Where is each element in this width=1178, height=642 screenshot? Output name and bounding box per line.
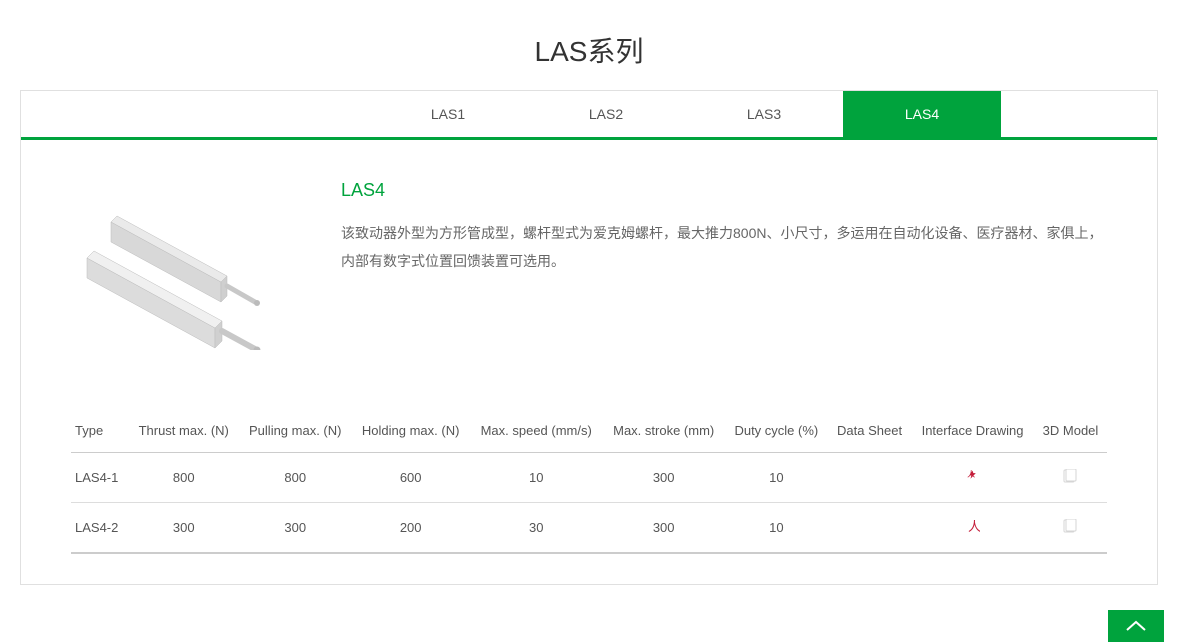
col-3dmodel: 3D Model xyxy=(1034,410,1107,453)
tab-las2[interactable]: LAS2 xyxy=(527,91,685,137)
col-drawing: Interface Drawing xyxy=(911,410,1034,453)
cell-speed: 10 xyxy=(470,453,603,503)
col-stroke: Max. stroke (mm) xyxy=(603,410,725,453)
tab-las3[interactable]: LAS3 xyxy=(685,91,843,137)
page-title: LAS系列 xyxy=(0,0,1178,90)
cell-stroke: 300 xyxy=(603,503,725,554)
cell-3dmodel xyxy=(1034,503,1107,554)
product-header: LAS4 该致动器外型为方形管成型，螺杆型式为爱克姆螺杆，最大推力800N、小尺… xyxy=(71,180,1107,360)
product-description: 该致动器外型为方形管成型，螺杆型式为爱克姆螺杆，最大推力800N、小尺寸，多运用… xyxy=(341,219,1107,275)
table-row: LAS4-2 300 300 200 30 300 10 人 xyxy=(71,503,1107,554)
pdf-icon[interactable]: 人 xyxy=(966,519,980,533)
model-icon[interactable] xyxy=(1063,519,1077,533)
cell-pulling: 800 xyxy=(239,453,352,503)
model-icon[interactable] xyxy=(1063,469,1077,483)
cell-3dmodel xyxy=(1034,453,1107,503)
cell-duty: 10 xyxy=(725,503,828,554)
col-holding: Holding max. (N) xyxy=(352,410,470,453)
cell-thrust: 800 xyxy=(129,453,239,503)
col-type: Type xyxy=(71,410,129,453)
tab-spacer-lead xyxy=(21,91,369,137)
col-speed: Max. speed (mm/s) xyxy=(470,410,603,453)
scroll-to-top-button[interactable] xyxy=(1108,610,1164,642)
tab-bar: LAS1 LAS2 LAS3 LAS4 xyxy=(21,91,1157,140)
pdf-icon[interactable]: 人 xyxy=(966,469,980,483)
product-name: LAS4 xyxy=(341,180,1107,201)
cell-drawing: 人 xyxy=(911,503,1034,554)
cell-pulling: 300 xyxy=(239,503,352,554)
cell-drawing: 人 xyxy=(911,453,1034,503)
tab-las1[interactable]: LAS1 xyxy=(369,91,527,137)
col-thrust: Thrust max. (N) xyxy=(129,410,239,453)
cell-duty: 10 xyxy=(725,453,828,503)
cell-holding: 600 xyxy=(352,453,470,503)
cell-type: LAS4-2 xyxy=(71,503,129,554)
col-duty: Duty cycle (%) xyxy=(725,410,828,453)
table-row: LAS4-1 800 800 600 10 300 10 人 xyxy=(71,453,1107,503)
col-datasheet: Data Sheet xyxy=(828,410,911,453)
tab-las4[interactable]: LAS4 xyxy=(843,91,1001,137)
svg-text:人: 人 xyxy=(968,519,980,533)
product-info: LAS4 该致动器外型为方形管成型，螺杆型式为爱克姆螺杆，最大推力800N、小尺… xyxy=(341,180,1107,360)
cell-stroke: 300 xyxy=(603,453,725,503)
cell-datasheet xyxy=(828,453,911,503)
cell-holding: 200 xyxy=(352,503,470,554)
spec-table: Type Thrust max. (N) Pulling max. (N) Ho… xyxy=(71,410,1107,554)
cell-datasheet xyxy=(828,503,911,554)
col-pulling: Pulling max. (N) xyxy=(239,410,352,453)
product-image xyxy=(71,180,311,360)
table-header-row: Type Thrust max. (N) Pulling max. (N) Ho… xyxy=(71,410,1107,453)
tab-spacer-tail xyxy=(1001,91,1157,137)
svg-text:人: 人 xyxy=(967,470,975,479)
tab-content: LAS4 该致动器外型为方形管成型，螺杆型式为爱克姆螺杆，最大推力800N、小尺… xyxy=(21,140,1157,584)
cell-thrust: 300 xyxy=(129,503,239,554)
product-container: LAS1 LAS2 LAS3 LAS4 xyxy=(20,90,1158,585)
cell-type: LAS4-1 xyxy=(71,453,129,503)
chevron-up-icon xyxy=(1125,620,1147,632)
cell-speed: 30 xyxy=(470,503,603,554)
